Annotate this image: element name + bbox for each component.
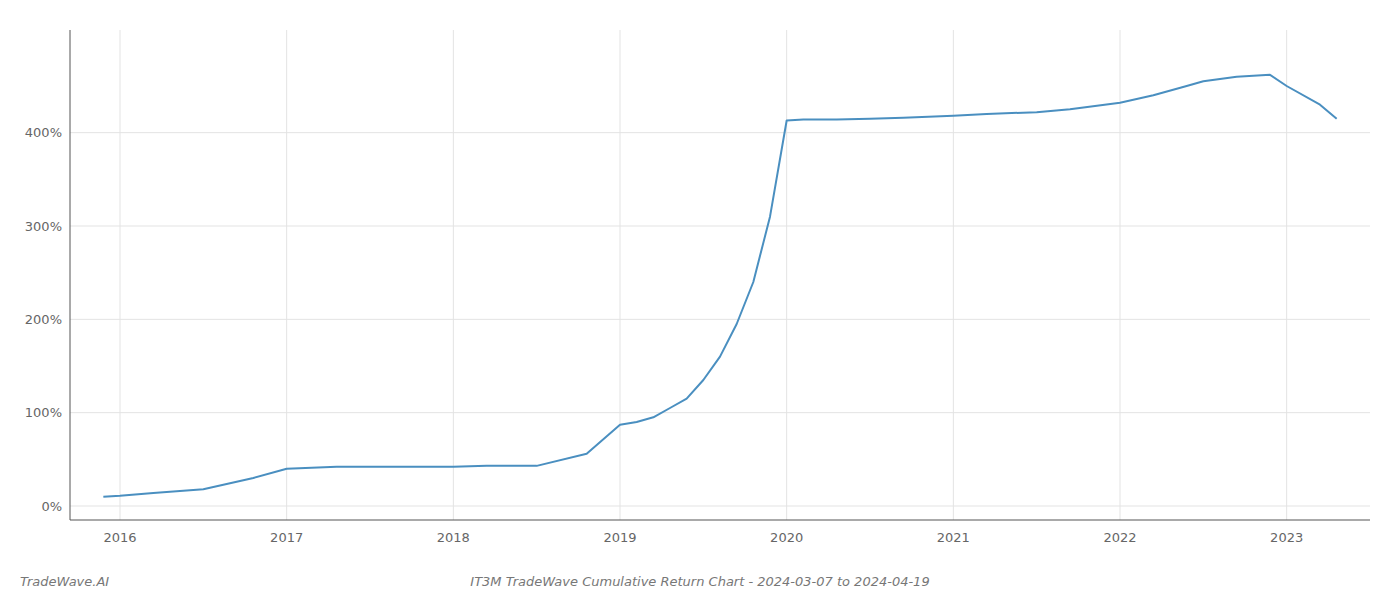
watermark: TradeWave.AI (20, 574, 109, 589)
x-grid-line (120, 30, 121, 520)
tick-labels: 2016 2017 2018 2019 2020 2021 2022 2023 0% 100% 20… (25, 125, 1303, 545)
y-grid-line (70, 226, 1370, 227)
y-grid-line (70, 506, 1370, 507)
x-grid-line (453, 30, 454, 520)
y-grid-line (70, 319, 1370, 320)
x-tick-label: 2021 (937, 530, 970, 545)
x-grid-line (786, 30, 787, 520)
y-tick-label: 400% (25, 125, 62, 140)
data-line (103, 75, 1336, 497)
y-axis-line (70, 30, 71, 520)
x-grid-line (286, 30, 287, 520)
x-tick-label: 2020 (770, 530, 803, 545)
x-grid-line (1286, 30, 1287, 520)
x-tick-label: 2017 (270, 530, 303, 545)
y-tick-label: 200% (25, 312, 62, 327)
y-tick-label: 300% (25, 219, 62, 234)
x-grid-line (953, 30, 954, 520)
x-tick-label: 2016 (103, 530, 136, 545)
x-tick-label: 2022 (1103, 530, 1136, 545)
plot-area (103, 75, 1336, 497)
chart: 2016 2017 2018 2019 2020 2021 2022 2023 0% 100% 20… (0, 0, 1400, 600)
x-grid-line (620, 30, 621, 520)
x-tick-label: 2023 (1270, 530, 1303, 545)
y-grid-line (70, 412, 1370, 413)
y-tick-label: 0% (41, 499, 62, 514)
y-tick-label: 100% (25, 405, 62, 420)
x-tick-label: 2018 (437, 530, 470, 545)
x-axis-line (70, 520, 1370, 521)
grid (70, 30, 1370, 520)
background (0, 0, 1400, 600)
page: {"chart_data": { "type": "line", "title"… (0, 0, 1400, 600)
x-tick-label: 2019 (603, 530, 636, 545)
title: IT3M TradeWave Cumulative Return Chart -… (470, 574, 929, 589)
y-grid-line (70, 132, 1370, 133)
